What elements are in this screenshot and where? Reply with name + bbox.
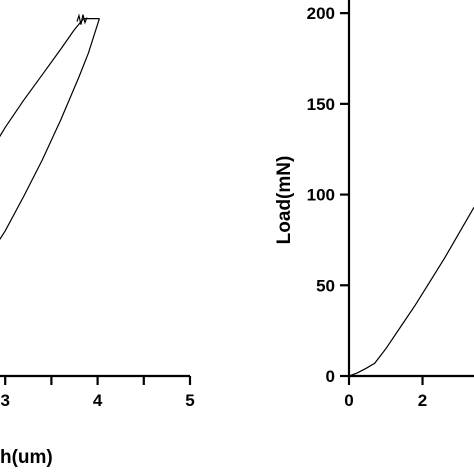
left-series-line-1 [0, 18, 100, 138]
left-x-tick-label: 5 [185, 391, 194, 410]
right-y-tick-label: 100 [307, 186, 335, 205]
left-x-axis-title: h(um) [0, 447, 53, 468]
right-y-tick-label: 150 [307, 95, 335, 114]
left-chart-panel: 3 4 5 h(um) [0, 13, 195, 468]
left-x-tick-label: 3 [0, 391, 9, 410]
left-series-line-2 [0, 18, 100, 241]
right-y-tick-label: 50 [316, 276, 335, 295]
right-y-tick-label: 200 [307, 4, 335, 23]
right-chart-panel: 0 2 0 50 100 150 200 Load(mN) [274, 0, 474, 410]
right-x-tick-label: 2 [418, 391, 427, 410]
right-series-line-1 [348, 206, 474, 377]
left-peak-hold-noise [76, 13, 88, 25]
right-x-tick-label: 0 [344, 391, 353, 410]
right-y-axis-title: Load(mN) [274, 156, 295, 245]
right-y-tick-label: 0 [326, 367, 335, 386]
left-x-tick-label: 4 [93, 391, 103, 410]
